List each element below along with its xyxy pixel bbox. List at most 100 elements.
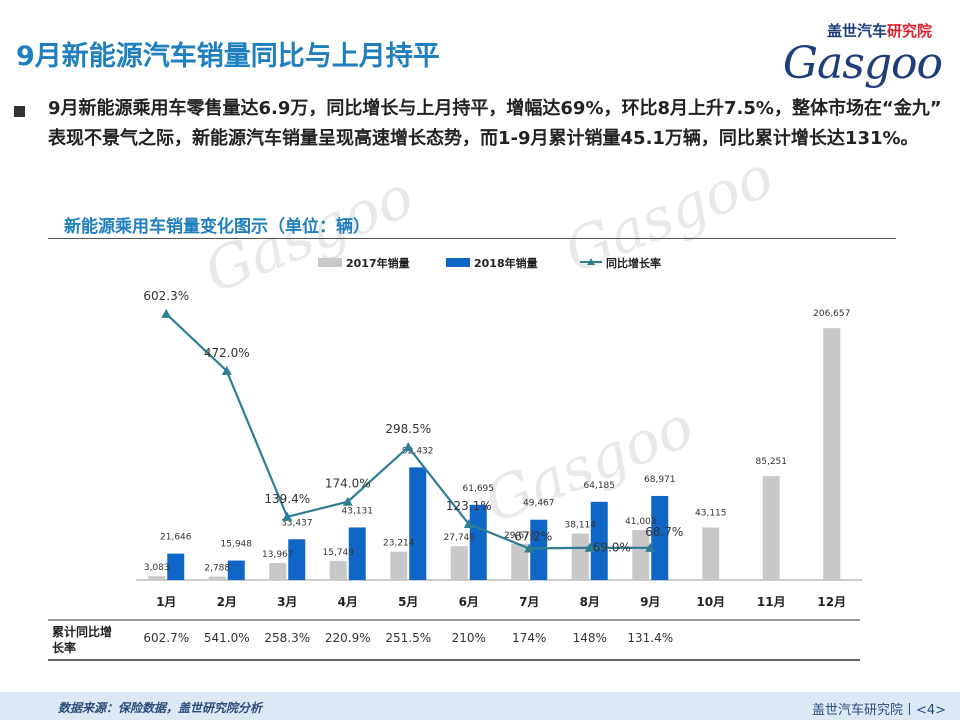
growth-marker xyxy=(584,542,595,552)
growth-label: 602.3% xyxy=(143,289,189,303)
table-cell: 131.4% xyxy=(627,631,673,645)
table-row-label: 长率 xyxy=(52,640,76,655)
growth-marker xyxy=(403,442,414,452)
bar-2018 xyxy=(530,519,548,580)
bar-label-2017: 85,251 xyxy=(756,457,788,467)
category-label: 11月 xyxy=(757,595,786,609)
page-title: 9月新能源汽车销量同比与上月持平 xyxy=(16,41,440,72)
growth-marker xyxy=(161,308,172,318)
bar-2017 xyxy=(702,527,720,580)
bar-2017 xyxy=(450,546,468,580)
bar-label-2017: 13,967 xyxy=(262,550,294,560)
legend-swatch xyxy=(446,258,470,267)
table-row-label: 累计同比增 xyxy=(52,624,112,639)
bar-2017 xyxy=(269,562,287,580)
bar-2018 xyxy=(348,527,366,580)
bar-2017 xyxy=(571,533,589,580)
bar-label-2018: 61,695 xyxy=(463,484,495,494)
chart-subtitle: 新能源乘用车销量变化图示（单位：辆） xyxy=(64,217,370,237)
growth-label: 67.2% xyxy=(514,530,552,544)
bar-2017 xyxy=(390,551,408,580)
category-label: 1月 xyxy=(156,595,176,609)
category-label: 12月 xyxy=(817,595,846,609)
bar-label-2017: 23,214 xyxy=(383,539,415,549)
bar-label-2018: 68,971 xyxy=(644,475,676,485)
legend-marker xyxy=(587,258,595,265)
bar-2018 xyxy=(288,539,306,580)
footer-source: 数据来源：保险数据，盖世研究院分析 xyxy=(58,701,263,715)
bar-label-2017: 41,003 xyxy=(625,517,657,527)
bar-2017 xyxy=(511,543,529,580)
category-label: 7月 xyxy=(519,595,539,609)
growth-marker xyxy=(221,365,232,375)
bar-label-2017: 38,114 xyxy=(565,521,597,531)
growth-marker xyxy=(282,511,293,521)
growth-label: 298.5% xyxy=(385,422,431,436)
bar-label-2017: 29,676 xyxy=(504,531,536,541)
footer-page: 盖世汽车研究院丨<4> xyxy=(811,703,946,718)
bar-label-2017: 206,657 xyxy=(813,309,850,319)
growth-marker xyxy=(524,543,535,553)
category-label: 9月 xyxy=(640,595,660,609)
gasgoo-logo: 盖世汽车研究院 Gasgoo xyxy=(746,18,946,89)
bar-2018 xyxy=(227,560,245,580)
bar-2018 xyxy=(469,504,487,580)
category-label: 5月 xyxy=(398,595,418,609)
growth-label: 123.1% xyxy=(446,499,492,513)
table-cell: 148% xyxy=(573,631,607,645)
bar-label-2017: 2,788 xyxy=(204,564,230,574)
bar-2017 xyxy=(632,530,650,580)
growth-marker xyxy=(342,496,353,506)
bar-2017 xyxy=(148,576,166,580)
bar-2018 xyxy=(409,467,427,580)
bar-label-2017: 43,115 xyxy=(695,508,727,518)
growth-label: 472.0% xyxy=(204,346,250,360)
brand-en: Gasgoo xyxy=(782,38,943,89)
bar-2017 xyxy=(823,328,841,580)
bar-label-2017: 3,083 xyxy=(144,563,170,573)
table-cell: 251.5% xyxy=(385,631,431,645)
table-cell: 220.9% xyxy=(325,631,371,645)
bar-2018 xyxy=(167,553,185,580)
bar-2017 xyxy=(208,576,226,580)
growth-marker xyxy=(463,519,474,529)
bar-label-2018: 64,185 xyxy=(584,481,616,491)
category-label: 3月 xyxy=(277,595,297,609)
category-label: 8月 xyxy=(580,595,600,609)
category-label: 10月 xyxy=(696,595,725,609)
table-cell: 210% xyxy=(452,631,486,645)
bar-label-2017: 15,749 xyxy=(323,548,355,558)
brand-cn: 盖世汽车研究院 xyxy=(827,20,932,41)
legend-label: 2017年销量 xyxy=(346,256,410,270)
category-label: 6月 xyxy=(459,595,479,609)
legend-swatch xyxy=(318,258,342,267)
table-cell: 174% xyxy=(512,631,546,645)
growth-label: 69.0% xyxy=(593,541,631,555)
growth-label: 68.7% xyxy=(645,525,683,539)
bar-label-2018: 21,646 xyxy=(160,533,192,543)
bar-2017 xyxy=(762,476,780,580)
bar-label-2017: 27,746 xyxy=(444,533,476,543)
bar-label-2018: 92,432 xyxy=(402,446,434,456)
brand-cn-a: 盖世汽车 xyxy=(826,22,887,40)
category-label: 2月 xyxy=(217,595,237,609)
growth-label: 139.4% xyxy=(264,492,310,506)
legend-label: 同比增长率 xyxy=(606,256,661,270)
growth-label: 174.0% xyxy=(325,477,371,491)
footer: 数据来源：保险数据，盖世研究院分析 盖世汽车研究院丨<4> xyxy=(0,692,960,720)
subtitle-rule xyxy=(48,238,896,239)
brand-cn-b: 研究院 xyxy=(886,22,932,40)
table-cell: 541.0% xyxy=(204,631,250,645)
bar-label-2018: 15,948 xyxy=(221,540,253,550)
table-cell: 258.3% xyxy=(264,631,310,645)
intro-text: 9月新能源乘用车零售量达6.9万，同比增长与上月持平，增幅达69%，环比8月上升… xyxy=(48,98,942,149)
bar-label-2018: 43,131 xyxy=(342,506,374,516)
growth-marker xyxy=(645,542,656,552)
table-cell: 602.7% xyxy=(143,631,189,645)
legend-label: 2018年销量 xyxy=(474,256,538,270)
bullet-icon xyxy=(14,106,25,117)
bar-2017 xyxy=(329,560,347,580)
bar-label-2018: 49,467 xyxy=(523,499,555,509)
bar-label-2018: 33,437 xyxy=(281,518,313,528)
